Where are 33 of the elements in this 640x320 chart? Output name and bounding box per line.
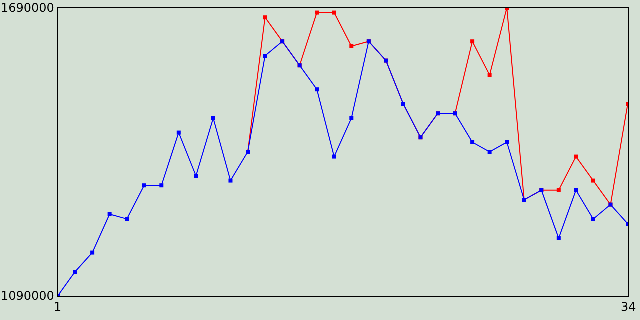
y-tick-label: 1090000: [1, 289, 54, 303]
point: [505, 140, 510, 144]
point: [470, 40, 475, 44]
point: [315, 88, 320, 92]
point: [332, 10, 336, 15]
point: [556, 188, 561, 192]
point: [350, 116, 354, 120]
point: [488, 150, 492, 154]
point: [108, 212, 112, 216]
point: [176, 130, 181, 135]
point: [591, 178, 596, 183]
point: [125, 217, 130, 222]
point: [470, 140, 475, 144]
point: [488, 73, 492, 78]
point: [211, 116, 216, 120]
point: [90, 250, 95, 255]
point: [350, 44, 354, 48]
point: [591, 217, 596, 222]
point: [332, 154, 336, 159]
y-tick-label: 1690000: [1, 1, 54, 15]
point: [556, 236, 561, 240]
point: [228, 178, 233, 183]
point: [263, 16, 268, 20]
point: [194, 174, 198, 178]
x-tick-label: 1: [54, 300, 62, 314]
point: [574, 188, 578, 192]
point: [574, 154, 578, 159]
point: [315, 10, 320, 15]
point: [160, 184, 164, 188]
point: [263, 54, 268, 58]
x-tick-label: 34: [621, 300, 636, 314]
point: [73, 270, 78, 274]
point: [142, 184, 146, 188]
